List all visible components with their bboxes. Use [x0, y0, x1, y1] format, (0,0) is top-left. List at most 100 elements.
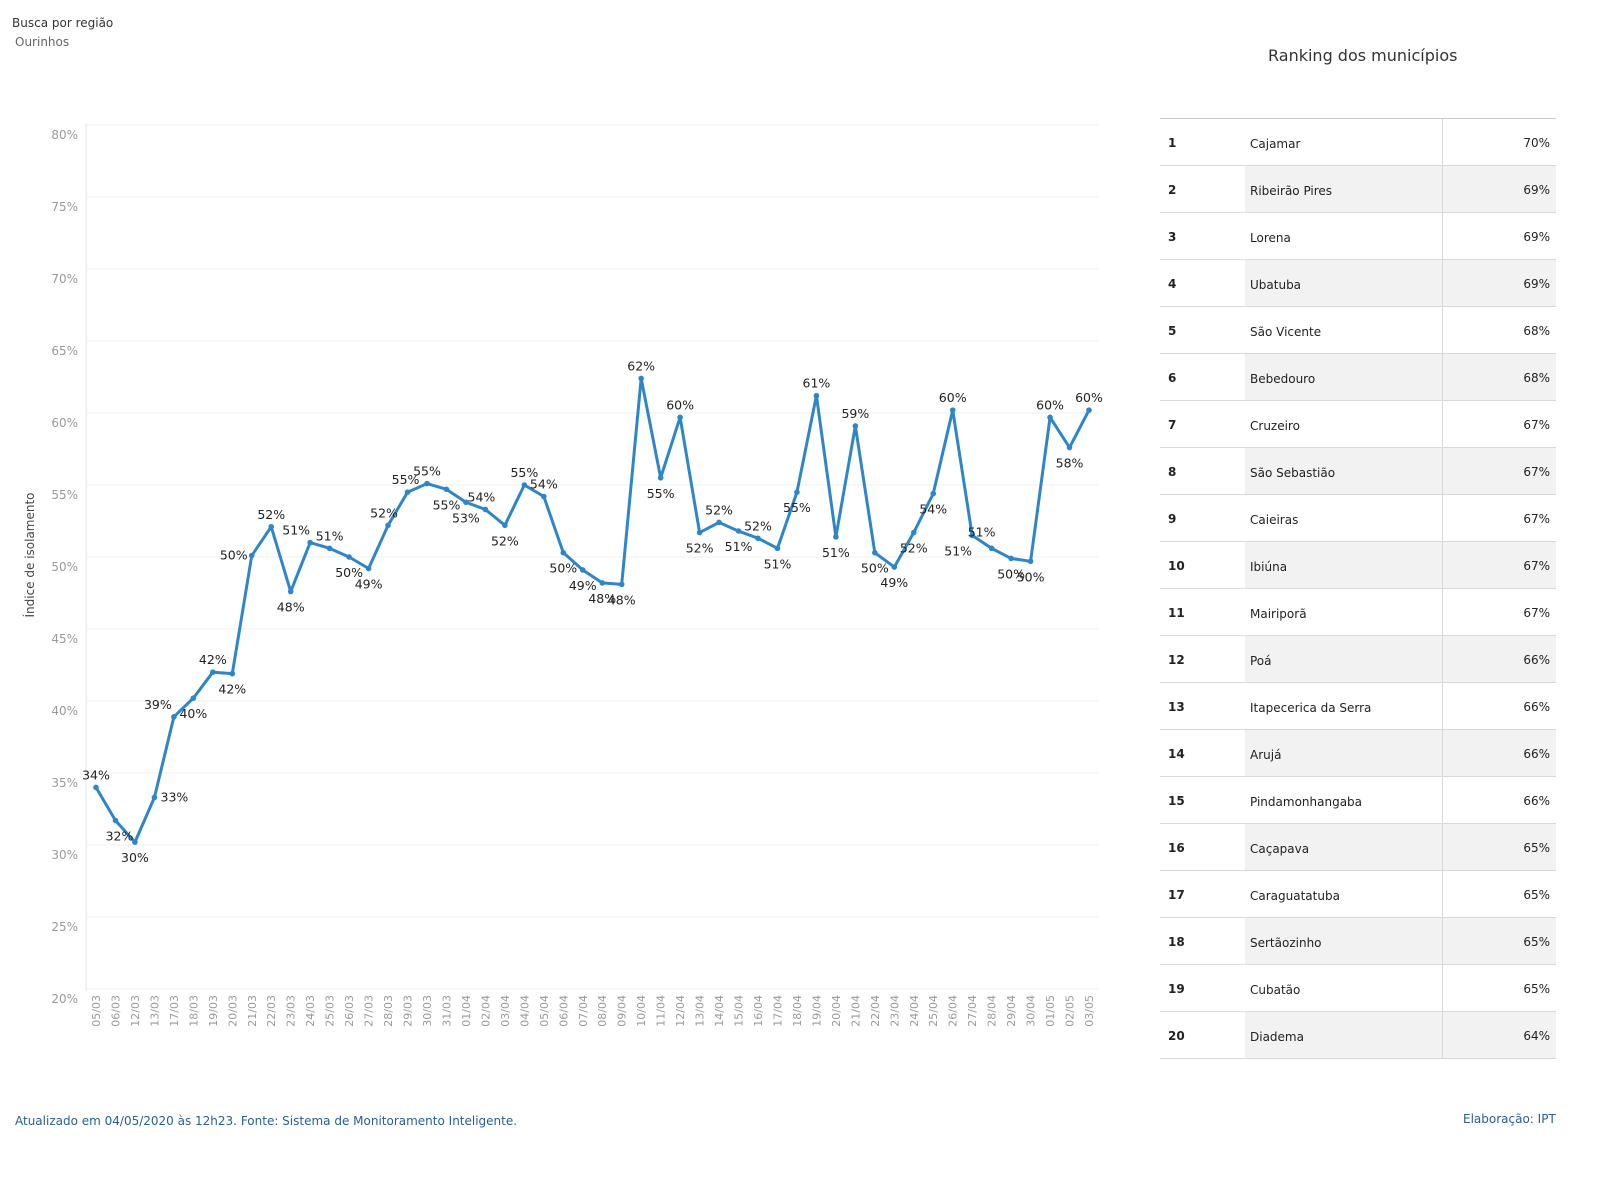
- ranking-row[interactable]: 17 Caraguatatuba 65%: [1160, 871, 1556, 918]
- data-point[interactable]: [346, 554, 352, 560]
- data-point[interactable]: [248, 552, 255, 559]
- data-point[interactable]: [1047, 414, 1053, 421]
- data-point[interactable]: [833, 534, 839, 540]
- data-point[interactable]: [618, 581, 625, 588]
- data-label: 55%: [433, 497, 461, 512]
- data-point[interactable]: [287, 588, 294, 595]
- data-label: 51%: [764, 556, 792, 571]
- data-point[interactable]: [365, 565, 372, 572]
- data-point[interactable]: [521, 482, 528, 488]
- ranking-row[interactable]: 13 Itapecerica da Serra 66%: [1160, 683, 1556, 730]
- data-label: 52%: [370, 505, 398, 520]
- x-tick-label: 02/05: [1064, 995, 1077, 1027]
- municipality-name: Ribeirão Pires: [1245, 166, 1442, 212]
- data-label: 48%: [608, 592, 636, 607]
- x-tick-label: 28/04: [986, 995, 999, 1027]
- ranking-row[interactable]: 12 Poá 66%: [1160, 636, 1556, 683]
- municipality-name: Lorena: [1250, 231, 1291, 245]
- data-point[interactable]: [502, 522, 508, 529]
- ranking-row[interactable]: 5 São Vicente 68%: [1160, 307, 1556, 354]
- data-point[interactable]: [696, 529, 703, 536]
- data-point[interactable]: [735, 528, 742, 534]
- rank-number: 18: [1168, 935, 1185, 949]
- data-label: 42%: [199, 652, 227, 667]
- data-point[interactable]: [774, 545, 781, 552]
- rank-number: 16: [1168, 841, 1185, 855]
- ranking-row[interactable]: 10 Ibiúna 67%: [1160, 542, 1556, 589]
- x-tick-label: 14/04: [713, 995, 726, 1027]
- data-point[interactable]: [599, 580, 606, 586]
- data-point[interactable]: [307, 539, 313, 546]
- data-point[interactable]: [229, 670, 236, 677]
- data-point[interactable]: [891, 564, 898, 570]
- data-point[interactable]: [482, 506, 489, 513]
- x-tick-label: 17/04: [771, 995, 784, 1027]
- x-tick-label: 25/04: [927, 995, 940, 1027]
- x-tick-label: 15/04: [733, 995, 746, 1027]
- data-point[interactable]: [716, 519, 722, 526]
- ranking-row[interactable]: 7 Cruzeiro 67%: [1160, 401, 1556, 448]
- data-label: 55%: [783, 500, 811, 515]
- municipality-name: Ibiúna: [1245, 542, 1442, 588]
- data-point[interactable]: [463, 499, 469, 506]
- data-label: 54%: [468, 489, 496, 504]
- data-point[interactable]: [794, 489, 800, 496]
- data-point[interactable]: [210, 669, 216, 675]
- data-point[interactable]: [190, 695, 197, 701]
- data-point[interactable]: [988, 545, 995, 552]
- x-tick-label: 06/04: [557, 995, 570, 1027]
- data-point[interactable]: [93, 784, 99, 791]
- ranking-row[interactable]: 6 Bebedouro 68%: [1160, 354, 1556, 401]
- data-point[interactable]: [404, 489, 411, 496]
- data-point[interactable]: [657, 475, 664, 481]
- region-filter-value[interactable]: Ourinhos: [15, 35, 70, 49]
- data-point[interactable]: [930, 490, 937, 497]
- data-point[interactable]: [638, 375, 644, 382]
- data-point[interactable]: [541, 493, 547, 500]
- ranking-row[interactable]: 8 São Sebastião 67%: [1160, 448, 1556, 495]
- y-tick-label: 35%: [51, 776, 78, 790]
- data-point[interactable]: [326, 545, 333, 552]
- data-point[interactable]: [1027, 558, 1034, 565]
- ranking-row[interactable]: 11 Mairiporã 67%: [1160, 589, 1556, 636]
- data-point[interactable]: [852, 423, 859, 429]
- data-point[interactable]: [1066, 444, 1073, 451]
- data-point[interactable]: [910, 529, 917, 536]
- data-point[interactable]: [872, 549, 878, 556]
- data-point[interactable]: [813, 392, 820, 399]
- data-point[interactable]: [579, 567, 586, 573]
- ranking-row[interactable]: 14 Arujá 66%: [1160, 730, 1556, 777]
- ranking-row[interactable]: 1 Cajamar 70%: [1160, 119, 1556, 166]
- ranking-row[interactable]: 18 Sertãozinho 65%: [1160, 918, 1556, 965]
- data-point[interactable]: [132, 839, 138, 845]
- ranking-row[interactable]: 19 Cubatão 65%: [1160, 965, 1556, 1012]
- data-point[interactable]: [677, 414, 683, 421]
- ranking-row[interactable]: 3 Lorena 69%: [1160, 213, 1556, 260]
- ranking-row[interactable]: 16 Caçapava 65%: [1160, 824, 1556, 871]
- data-point[interactable]: [1008, 555, 1014, 562]
- data-point[interactable]: [171, 714, 177, 720]
- data-point[interactable]: [424, 480, 430, 487]
- x-tick-label: 13/03: [148, 995, 161, 1027]
- data-point[interactable]: [385, 522, 391, 529]
- data-point[interactable]: [560, 549, 567, 556]
- data-point[interactable]: [949, 407, 956, 413]
- isolation-value: 65%: [1442, 824, 1556, 870]
- data-point[interactable]: [268, 523, 275, 530]
- data-point[interactable]: [112, 817, 119, 824]
- data-point[interactable]: [1086, 407, 1092, 413]
- data-point[interactable]: [969, 532, 975, 539]
- data-point[interactable]: [443, 486, 450, 493]
- data-label: 55%: [392, 472, 420, 487]
- ranking-row[interactable]: 4 Ubatuba 69%: [1160, 260, 1556, 307]
- y-tick-label: 40%: [51, 704, 78, 718]
- data-label: 52%: [744, 518, 772, 533]
- data-point[interactable]: [151, 794, 158, 801]
- ranking-row[interactable]: 15 Pindamonhangaba 66%: [1160, 777, 1556, 824]
- ranking-row[interactable]: 9 Caieiras 67%: [1160, 495, 1556, 542]
- data-point[interactable]: [755, 535, 761, 542]
- ranking-row[interactable]: 20 Diadema 64%: [1160, 1012, 1556, 1059]
- ranking-row[interactable]: 2 Ribeirão Pires 69%: [1160, 166, 1556, 213]
- data-label: 50%: [220, 548, 248, 563]
- x-tick-label: 27/03: [363, 995, 376, 1027]
